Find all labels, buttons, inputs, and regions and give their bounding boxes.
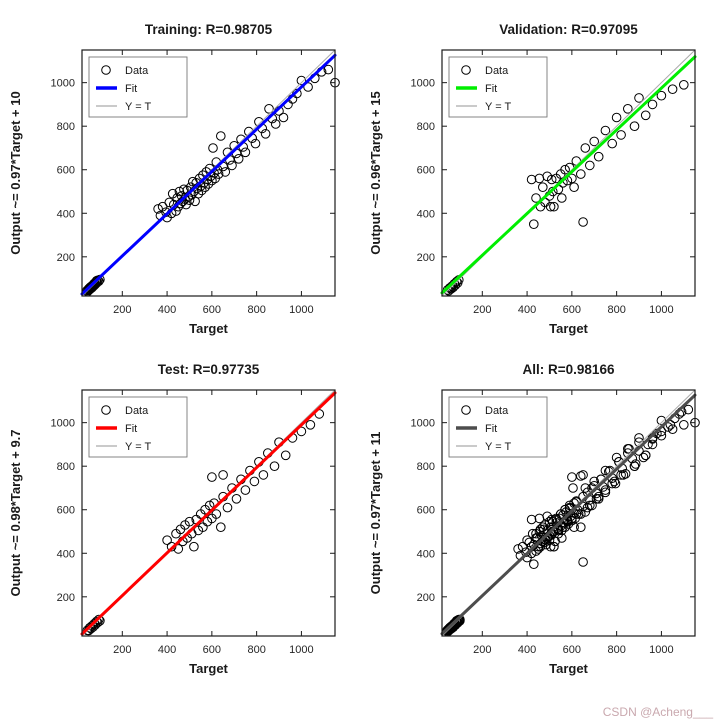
svg-text:Y = T: Y = T <box>125 441 151 453</box>
svg-text:800: 800 <box>247 304 265 316</box>
svg-text:600: 600 <box>57 505 75 517</box>
svg-text:400: 400 <box>158 304 176 316</box>
svg-text:Test: R=0.97735: Test: R=0.97735 <box>158 362 260 377</box>
svg-text:1000: 1000 <box>51 78 75 90</box>
svg-text:Fit: Fit <box>485 423 497 435</box>
svg-text:800: 800 <box>57 121 75 133</box>
svg-text:Validation: R=0.97095: Validation: R=0.97095 <box>499 22 638 37</box>
svg-text:800: 800 <box>57 461 75 473</box>
validation-chart: 200 200 400 400 600 600 800 800 1000 1000 Validati… <box>368 22 697 336</box>
svg-text:1000: 1000 <box>649 304 673 316</box>
svg-text:1000: 1000 <box>289 644 313 656</box>
svg-text:200: 200 <box>113 304 131 316</box>
svg-text:1000: 1000 <box>411 78 435 90</box>
svg-text:Output ~= 0.97*Target + 10: Output ~= 0.97*Target + 10 <box>8 91 23 254</box>
svg-text:Output ~= 0.96*Target + 15: Output ~= 0.96*Target + 15 <box>368 91 383 254</box>
validation-plot: 200 200 400 400 600 600 800 800 1000 1000 Validati… <box>362 8 722 346</box>
svg-text:200: 200 <box>417 592 435 604</box>
svg-text:400: 400 <box>158 644 176 656</box>
svg-text:1000: 1000 <box>649 644 673 656</box>
svg-text:800: 800 <box>417 121 435 133</box>
svg-text:800: 800 <box>607 304 625 316</box>
svg-text:Target: Target <box>189 321 228 336</box>
svg-text:Y = T: Y = T <box>485 101 511 113</box>
svg-text:1000: 1000 <box>411 418 435 430</box>
svg-text:200: 200 <box>473 304 491 316</box>
svg-text:Data: Data <box>485 405 509 417</box>
all-chart: 200 200 400 400 600 600 800 800 1000 1000 All: R=0… <box>368 362 700 676</box>
svg-text:600: 600 <box>203 304 221 316</box>
svg-text:400: 400 <box>57 208 75 220</box>
svg-text:400: 400 <box>518 644 536 656</box>
svg-text:200: 200 <box>417 252 435 264</box>
svg-text:Fit: Fit <box>125 423 137 435</box>
svg-text:Data: Data <box>485 65 509 77</box>
test-chart: 200 200 400 400 600 600 800 800 1000 1000 Test: R=… <box>8 362 337 676</box>
svg-text:200: 200 <box>57 252 75 264</box>
svg-text:All: R=0.98166: All: R=0.98166 <box>523 362 615 377</box>
svg-text:600: 600 <box>417 165 435 177</box>
svg-text:Y = T: Y = T <box>125 101 151 113</box>
svg-text:400: 400 <box>518 304 536 316</box>
watermark: CSDN @Acheng___ <box>602 705 713 719</box>
svg-text:Fit: Fit <box>125 83 137 95</box>
svg-text:600: 600 <box>563 304 581 316</box>
svg-text:400: 400 <box>57 548 75 560</box>
svg-text:Target: Target <box>189 661 228 676</box>
svg-text:600: 600 <box>417 505 435 517</box>
svg-text:400: 400 <box>417 208 435 220</box>
training-chart: 200 200 400 400 600 600 800 800 1000 1000 Training… <box>8 22 340 336</box>
svg-text:Target: Target <box>549 321 588 336</box>
svg-text:1000: 1000 <box>51 418 75 430</box>
svg-text:Data: Data <box>125 405 149 417</box>
svg-text:600: 600 <box>563 644 581 656</box>
svg-text:200: 200 <box>57 592 75 604</box>
svg-text:Training: R=0.98705: Training: R=0.98705 <box>145 22 273 37</box>
svg-text:800: 800 <box>607 644 625 656</box>
svg-text:800: 800 <box>417 461 435 473</box>
svg-text:800: 800 <box>247 644 265 656</box>
svg-text:Output ~= 0.98*Target + 9.7: Output ~= 0.98*Target + 9.7 <box>8 429 23 596</box>
svg-text:200: 200 <box>473 644 491 656</box>
all-plot: 200 200 400 400 600 600 800 800 1000 1000 All: R=0… <box>362 348 722 686</box>
training-plot: 200 200 400 400 600 600 800 800 1000 1000 Training… <box>2 8 362 346</box>
svg-text:Fit: Fit <box>485 83 497 95</box>
svg-text:200: 200 <box>113 644 131 656</box>
svg-text:Data: Data <box>125 65 149 77</box>
svg-text:Output ~= 0.97*Target + 11: Output ~= 0.97*Target + 11 <box>368 432 383 595</box>
svg-text:600: 600 <box>203 644 221 656</box>
regression-plots-grid: 200 200 400 400 600 600 800 800 1000 1000 Training… <box>2 8 722 686</box>
svg-text:Target: Target <box>549 661 588 676</box>
svg-text:Y = T: Y = T <box>485 441 511 453</box>
test-plot: 200 200 400 400 600 600 800 800 1000 1000 Test: R=… <box>2 348 362 686</box>
svg-text:1000: 1000 <box>289 304 313 316</box>
svg-text:400: 400 <box>417 548 435 560</box>
svg-text:600: 600 <box>57 165 75 177</box>
